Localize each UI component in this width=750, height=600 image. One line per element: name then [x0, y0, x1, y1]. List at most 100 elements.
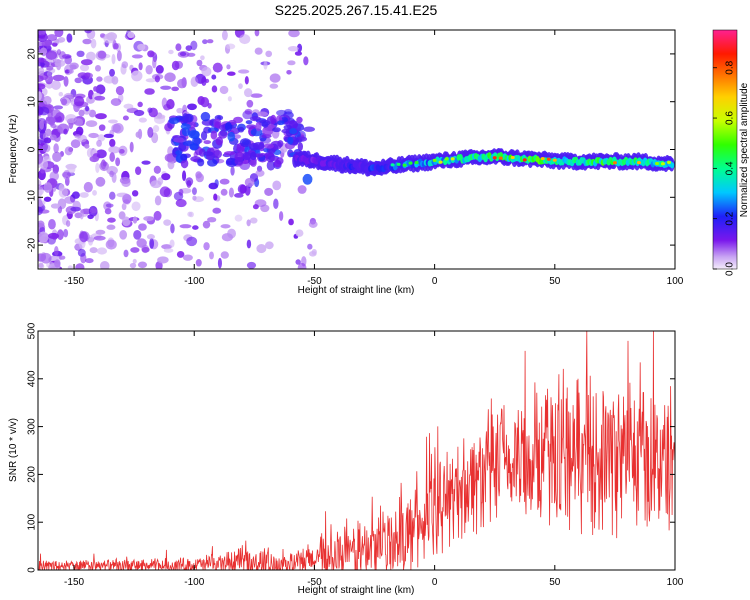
spectrogram-cell [178, 188, 184, 196]
spectrogram-cell [189, 143, 199, 151]
spectrogram-cell [168, 117, 180, 125]
spectrogram-cell [244, 177, 255, 187]
spectrogram-cell [95, 64, 101, 72]
spectrogram-cell [226, 71, 236, 76]
spectrogram-cell [265, 153, 275, 163]
spectrogram-cell [129, 141, 134, 153]
spectrogram-cell [97, 50, 107, 59]
spectrogram-cell [54, 245, 59, 257]
spectrogram-cell [171, 60, 180, 71]
spectrogram-cell [147, 107, 153, 113]
spectrogram-cell [273, 198, 279, 210]
spectrogram-cell [127, 31, 135, 39]
spectrogram-cell [179, 224, 192, 229]
spectrogram-cell [180, 123, 191, 130]
spectrogram-cell [132, 258, 137, 264]
spectrogram-cell [195, 173, 204, 183]
x-tick-label: 50 [549, 276, 561, 287]
spectrogram-cell [53, 105, 64, 110]
ridge-peak [414, 160, 419, 165]
spectrogram-cell [58, 91, 64, 97]
spectrogram-cell [227, 131, 236, 142]
spectrogram-cell [287, 60, 296, 66]
spectrogram-cell [227, 228, 237, 239]
spectrogram-cell [58, 255, 66, 260]
spectrogram-cell [50, 123, 57, 128]
spectrogram-cell [218, 130, 228, 139]
spectrogram-cell [74, 134, 81, 139]
spectrogram-cell [200, 130, 208, 141]
figure-title: S225.2025.267.15.41.E25 [275, 2, 438, 18]
ridge-peak [450, 157, 455, 161]
spectrogram-cell [38, 62, 46, 67]
spectrogram-cell [96, 139, 102, 147]
spectrogram-cell [54, 30, 64, 38]
spectrogram-cell [225, 157, 238, 168]
spectrogram-cell [79, 209, 84, 220]
spectrogram-cell [111, 76, 119, 85]
spectrogram-cell [52, 74, 65, 82]
spectrogram-cell [85, 258, 94, 264]
x-tick-label: -100 [184, 276, 204, 287]
spectrogram-cell [307, 243, 313, 250]
spectrogram-cell [181, 127, 190, 137]
spectrogram-cell [129, 262, 137, 269]
spectrogram-cell [188, 211, 194, 218]
colorbar: 0.0 0.2 0.4 0.6 0.8 Normalized spectral ampl… [712, 29, 750, 276]
ridge-peak [390, 163, 395, 167]
spectrogram-cell [211, 74, 217, 80]
spectrogram-cell [86, 147, 94, 158]
spectrogram-cell [171, 86, 179, 92]
x-tick-label: 100 [667, 577, 684, 588]
spectrogram-cell [107, 217, 116, 223]
spectrogram-cell [145, 65, 153, 75]
spectrogram-cell [254, 47, 263, 55]
spectrogram-cell [288, 30, 300, 38]
colorbar-frame [712, 29, 738, 270]
ridge-peak [444, 157, 449, 161]
spectrogram-cell [185, 177, 194, 186]
spectrogram-cell [38, 156, 43, 163]
spectrogram-cell [52, 151, 62, 163]
spectrogram-cell [220, 251, 229, 259]
spectrogram-cell [250, 151, 257, 161]
spectrogram-cell [227, 96, 232, 102]
spectrogram-cell [77, 248, 86, 257]
spectrogram-cell [272, 180, 282, 191]
spectrogram-cell [38, 91, 42, 101]
spectrogram-cell [137, 261, 148, 269]
spectrogram-cell [261, 121, 269, 128]
spectrogram-cell [85, 51, 96, 62]
spectrogram-cell [214, 121, 221, 129]
x-tick-label: 0 [432, 577, 438, 588]
spectrogram-cell [65, 113, 77, 124]
spectrogram-cell [111, 53, 116, 65]
spectrogram-cell [53, 143, 59, 154]
spectrogram-cell [38, 83, 46, 90]
spectrogram-cell [201, 76, 207, 87]
spectrogram-cell [169, 239, 175, 248]
spectrogram-cell [50, 109, 61, 118]
spectrogram-cell [154, 195, 162, 206]
spectrogram-cell [203, 242, 210, 251]
spectrogram-cell [46, 34, 58, 42]
spectrogram-cell [123, 249, 129, 258]
spectrogram-cell [213, 193, 218, 201]
spectrogram-cell [185, 45, 193, 51]
spectrogram-cell [89, 247, 98, 254]
snr-frame [37, 330, 676, 571]
spectrogram-cell [78, 109, 85, 117]
spectrogram-cell [249, 116, 262, 122]
spectrogram-cell [99, 260, 110, 269]
y-tick-label: -20 [27, 237, 38, 252]
spectrogram-cell [250, 93, 263, 98]
spectrogram-cell [111, 172, 117, 183]
x-tick-label: -50 [307, 276, 322, 287]
colorbar-tick-label: 0.6 [725, 111, 736, 125]
colorbar-tick-label: 0.4 [725, 161, 736, 175]
spectrogram-cell [119, 176, 131, 185]
spectrogram-cell [269, 83, 279, 89]
spectrogram-cell [111, 123, 121, 133]
spectrogram-cell [243, 88, 253, 98]
spectrogram-cell [108, 119, 118, 124]
